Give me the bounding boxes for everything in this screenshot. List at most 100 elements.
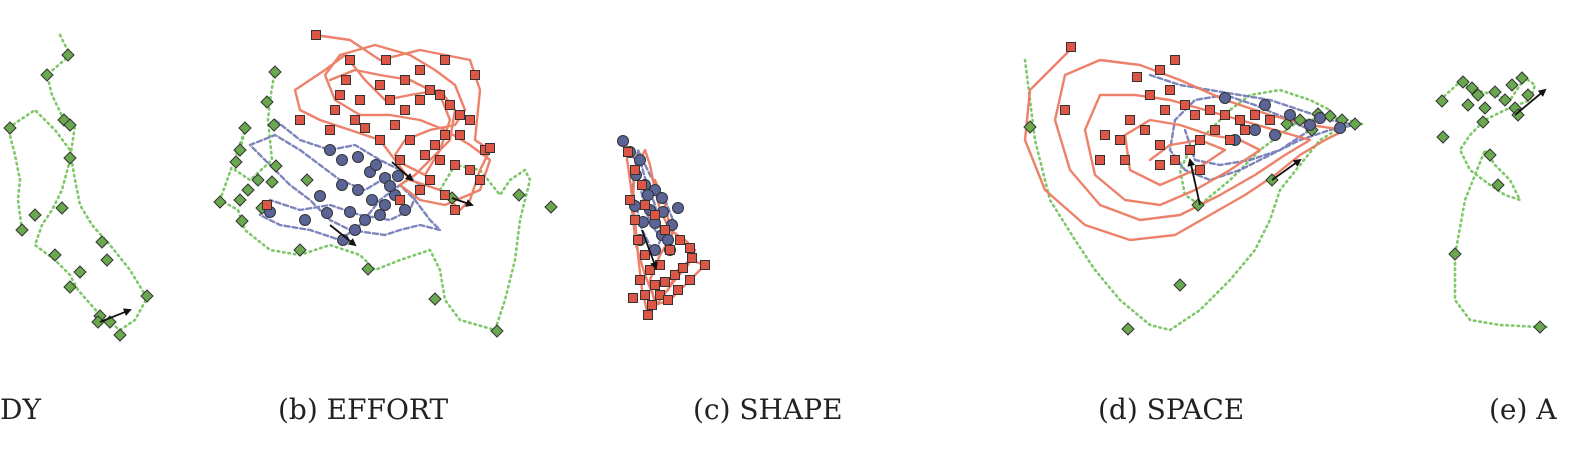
green-diamond-point bbox=[48, 248, 62, 262]
green-diamond-point bbox=[251, 173, 265, 187]
red-square-point bbox=[673, 285, 683, 295]
red-square-point bbox=[435, 90, 445, 100]
blue-circle-point bbox=[370, 159, 382, 171]
red-square-point bbox=[415, 185, 425, 195]
red-square-point bbox=[430, 140, 440, 150]
panel-body-marks bbox=[3, 33, 154, 342]
caption-action: (e) A bbox=[1489, 393, 1557, 426]
red-square-point bbox=[655, 260, 665, 270]
green-diamond-point bbox=[300, 173, 314, 187]
red-square-point bbox=[1225, 135, 1235, 145]
red-square-point bbox=[1170, 155, 1180, 165]
caption-effort: (b) EFFORT bbox=[278, 393, 449, 426]
red-square-point bbox=[465, 165, 475, 175]
green-diamond-point bbox=[28, 208, 42, 222]
red-square-point bbox=[1170, 55, 1180, 65]
blue-circle-point bbox=[1219, 92, 1231, 104]
green-diamond-point bbox=[428, 292, 442, 306]
blue-circle-point bbox=[314, 190, 326, 202]
green-diamond-point bbox=[267, 118, 281, 132]
red-square-point bbox=[395, 155, 405, 165]
green-diamond-point bbox=[55, 201, 69, 215]
red-square-point bbox=[311, 30, 321, 40]
panel-space bbox=[1023, 42, 1364, 336]
red-square-point bbox=[1155, 65, 1165, 75]
green-diamond-point bbox=[1448, 247, 1462, 261]
caption-body: DY bbox=[0, 393, 41, 426]
blue-circle-point bbox=[1334, 122, 1346, 134]
red-square-point bbox=[623, 147, 633, 157]
red-square-point bbox=[685, 275, 695, 285]
red-square-point bbox=[385, 95, 395, 105]
blue-circle-point bbox=[321, 207, 333, 219]
red-square-point bbox=[355, 95, 365, 105]
red-square-point bbox=[663, 295, 673, 305]
green-diamond-point bbox=[490, 324, 504, 338]
panel-action-marks bbox=[1435, 71, 1550, 334]
red-square-point bbox=[637, 180, 647, 190]
red-square-point bbox=[1235, 115, 1245, 125]
red-square-point bbox=[685, 243, 695, 253]
green-diamond-point bbox=[269, 159, 283, 173]
red-square-point bbox=[425, 85, 435, 95]
red-square-point bbox=[341, 75, 351, 85]
blue-circle-point bbox=[349, 224, 361, 236]
red-square-point bbox=[635, 275, 645, 285]
panel-space-marks bbox=[1023, 42, 1364, 336]
green-diamond-point bbox=[1505, 78, 1519, 92]
red-square-point bbox=[440, 55, 450, 65]
green-diamond-point bbox=[233, 193, 247, 207]
blue-circle-point bbox=[1259, 99, 1271, 111]
green-diamond-point bbox=[235, 214, 249, 228]
red-square-point bbox=[435, 155, 445, 165]
red-square-point bbox=[465, 115, 475, 125]
green-diamond-point bbox=[233, 143, 247, 157]
blue-circle-point bbox=[1304, 119, 1316, 131]
green-diamond-point bbox=[544, 200, 558, 214]
green-diamond-point bbox=[1173, 278, 1187, 292]
red-square-point bbox=[1132, 72, 1142, 82]
red-square-point bbox=[295, 115, 305, 125]
red-square-point bbox=[420, 150, 430, 160]
red-square-point bbox=[660, 225, 670, 235]
blue-circle-point bbox=[359, 214, 371, 226]
red-square-point bbox=[400, 75, 410, 85]
green-diamond-point bbox=[91, 315, 105, 329]
red-square-point bbox=[450, 160, 460, 170]
red-square-point bbox=[425, 175, 435, 185]
green-trajectory-line bbox=[1438, 76, 1550, 329]
red-square-point bbox=[1095, 155, 1105, 165]
green-diamond-point bbox=[1488, 85, 1502, 99]
red-square-point bbox=[1195, 135, 1205, 145]
red-square-point bbox=[630, 215, 640, 225]
red-square-point bbox=[1155, 140, 1165, 150]
blue-circle-point bbox=[399, 204, 411, 216]
blue-circle-point bbox=[324, 144, 336, 156]
red-square-point bbox=[375, 135, 385, 145]
red-square-point bbox=[440, 130, 450, 140]
red-square-point bbox=[650, 280, 660, 290]
green-diamond-point bbox=[238, 121, 252, 135]
direction-arrow bbox=[451, 197, 474, 207]
caption-shape: (c) SHAPE bbox=[693, 393, 843, 426]
blue-circle-point bbox=[634, 154, 646, 166]
red-square-point bbox=[1205, 105, 1215, 115]
blue-circle-point bbox=[374, 209, 386, 221]
green-diamond-point bbox=[1461, 98, 1475, 112]
direction-arrow bbox=[1514, 88, 1547, 116]
green-diamond-point bbox=[63, 118, 77, 132]
green-diamond-point bbox=[1491, 178, 1505, 192]
blue-circle-point bbox=[642, 189, 654, 201]
blue-circle-point bbox=[366, 194, 378, 206]
green-diamond-point bbox=[3, 121, 17, 135]
blue-circle-point bbox=[1314, 112, 1326, 124]
green-diamond-point bbox=[361, 262, 375, 276]
blue-circle-point bbox=[344, 206, 356, 218]
red-square-point bbox=[405, 135, 415, 145]
red-square-point bbox=[455, 110, 465, 120]
red-square-point bbox=[485, 143, 495, 153]
red-square-point bbox=[345, 55, 355, 65]
red-square-point bbox=[360, 123, 370, 133]
red-square-point bbox=[375, 80, 385, 90]
red-square-point bbox=[1115, 135, 1125, 145]
